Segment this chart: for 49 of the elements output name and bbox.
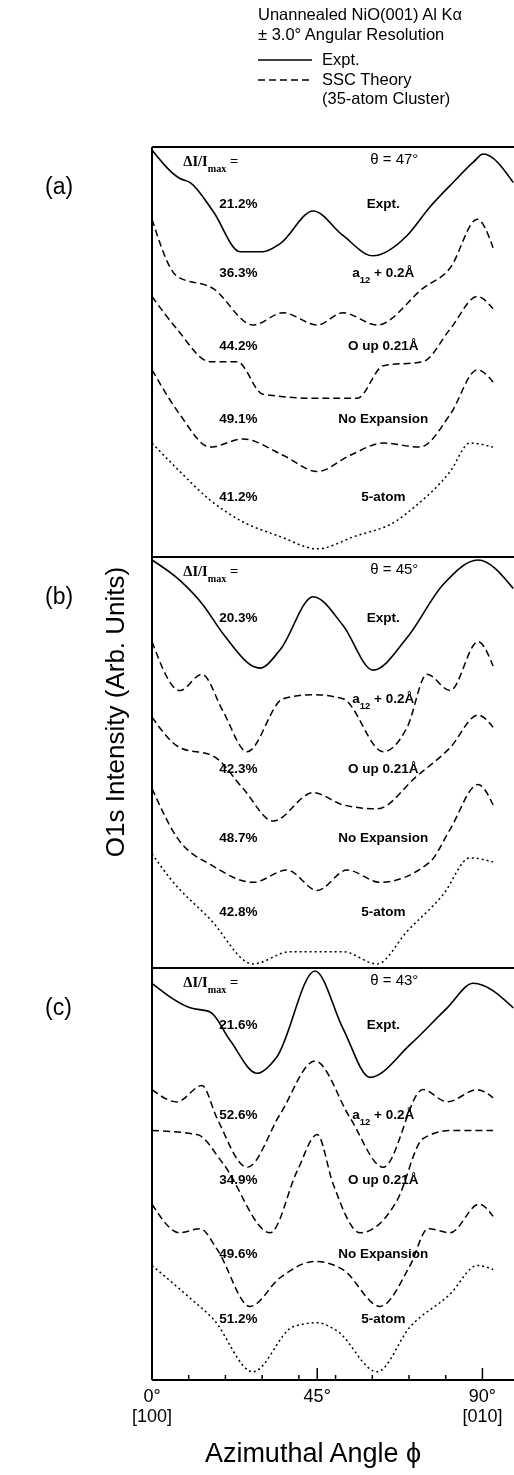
text: Expt. [322, 50, 360, 68]
series-label: 5-atom [361, 488, 406, 504]
annotation: 44.2% [219, 338, 258, 354]
annotation: 20.3% [219, 609, 258, 625]
text: O1s Intensity (Arb. Units) [100, 566, 130, 858]
text: (b) [45, 583, 74, 609]
annotation: 21.6% [219, 1016, 258, 1032]
annotation: 34.9% [219, 1172, 258, 1188]
annotation: θ = 47° [370, 150, 419, 168]
x-tick-label: 90° [468, 1386, 497, 1406]
text: SSC Theory (35-atom Cluster) [322, 70, 451, 107]
text: [100] [131, 1406, 173, 1426]
annotation: ΔI/I$_{max}$ = [183, 974, 239, 995]
series-label: a$_{12}$ + 0.2Å [352, 264, 415, 285]
series-label: Expt. [366, 195, 400, 211]
series-label: O up 0.21Å [348, 760, 419, 776]
annotation: 51.2% [219, 1311, 258, 1327]
series-label: a$_{12}$ + 0.2Å [352, 1106, 415, 1127]
annotation: 42.8% [219, 903, 258, 919]
series-label: No Expansion [338, 411, 429, 427]
annotation: 42.3% [219, 760, 258, 776]
text: Unannealed NiO(001) Al Kα [258, 5, 463, 23]
annotation: 49.1% [219, 411, 258, 427]
series-label: O up 0.21Å [348, 1172, 419, 1188]
series-label: a$_{12}$ + 0.2Å [352, 691, 415, 711]
text: (c) [45, 994, 72, 1020]
series-label: No Expansion [338, 830, 429, 846]
annotation: θ = 45° [370, 560, 419, 578]
annotation: 36.3% [219, 264, 258, 280]
x-tick-label: 45° [303, 1386, 331, 1406]
series-label: Expt. [366, 1016, 400, 1032]
annotation: 49.6% [219, 1245, 258, 1261]
annotation: 48.7% [219, 830, 258, 846]
text: [010] [462, 1406, 503, 1426]
series-label: 5-atom [361, 1311, 406, 1327]
annotation: ΔI/I$_{max}$ = [183, 563, 239, 584]
series-label: Expt. [366, 609, 400, 625]
series-label: No Expansion [338, 1245, 429, 1261]
annotation: 41.2% [219, 488, 258, 504]
series-label: O up 0.21Å [348, 338, 419, 354]
annotation: θ = 43° [370, 971, 419, 989]
annotation: ΔI/I$_{max}$ = [183, 153, 239, 174]
x-tick-label: 0° [143, 1386, 161, 1406]
text: (a) [45, 173, 74, 199]
text: ± 3.0° Angular Resolution [258, 25, 445, 43]
x-axis-title: Azimuthal Angle ϕ [204, 1438, 422, 1468]
series-label: 5-atom [361, 903, 406, 919]
annotation: 21.2% [219, 195, 258, 211]
annotation: 52.6% [219, 1106, 258, 1122]
